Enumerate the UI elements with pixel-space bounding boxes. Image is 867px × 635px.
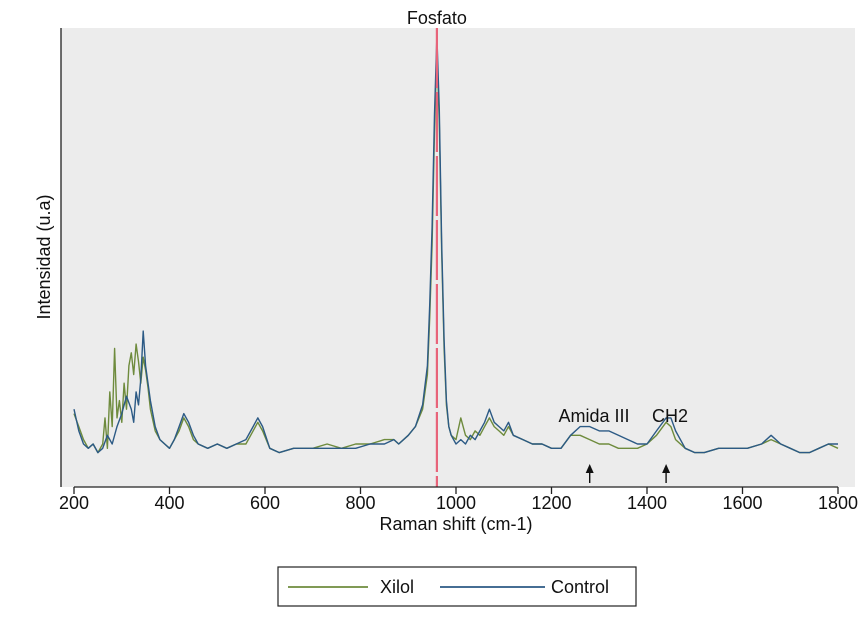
x-tick-label-1000: 1000: [436, 493, 476, 513]
legend-label-xilol: Xilol: [380, 577, 414, 597]
plot-area: [61, 28, 855, 487]
x-tick-label-800: 800: [345, 493, 375, 513]
series-layer: [73, 35, 839, 454]
x-tick-label-600: 600: [250, 493, 280, 513]
arrow-ch2-icon: [662, 464, 671, 473]
annotation-amida-iii: Amida III: [558, 406, 629, 426]
x-tick-label-1400: 1400: [627, 493, 667, 513]
x-tick-label-400: 400: [154, 493, 184, 513]
x-tick-label-1800: 1800: [818, 493, 858, 513]
x-tick-label-200: 200: [59, 493, 89, 513]
annotation-ch2: CH2: [652, 406, 688, 426]
x-axis-label: Raman shift (cm-1): [379, 514, 532, 534]
axis-layer: 200 400 600 800 1000 1200 1400 1600 1800: [59, 28, 858, 513]
arrow-amida-iii-icon: [585, 464, 594, 473]
annotation-layer: Fosfato Amida III CH2: [407, 8, 688, 487]
legend-label-control: Control: [551, 577, 609, 597]
y-axis-label: Intensidad (u.a): [34, 194, 54, 319]
series-line-control: [73, 35, 838, 454]
x-tick-label-1600: 1600: [722, 493, 762, 513]
annotation-fosfato: Fosfato: [407, 8, 467, 28]
legend: Xilol Control: [277, 566, 637, 607]
x-tick-label-1200: 1200: [531, 493, 571, 513]
